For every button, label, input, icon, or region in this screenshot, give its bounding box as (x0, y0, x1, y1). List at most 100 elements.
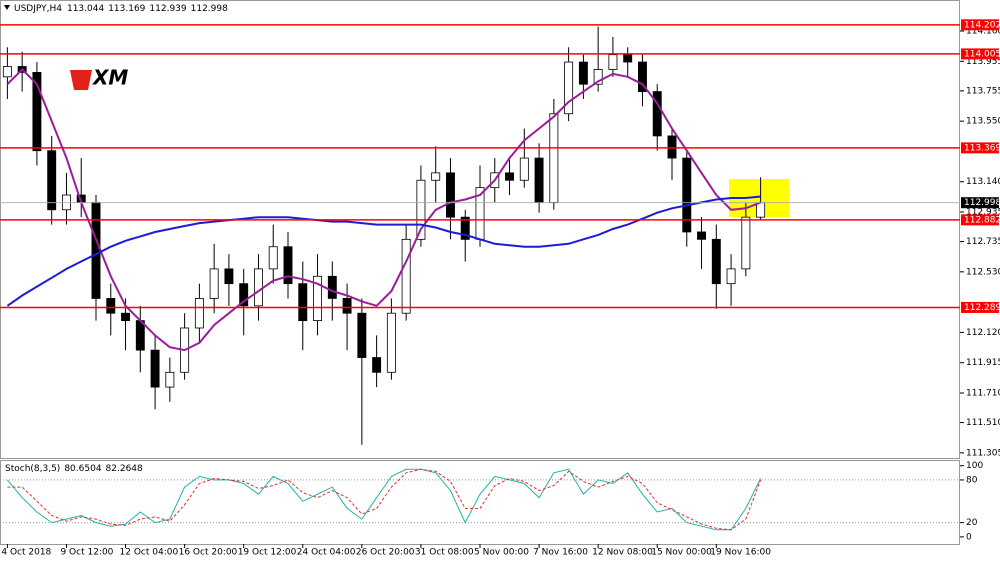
candle-body (2, 66, 12, 78)
ohlc: 112.939 (149, 4, 186, 14)
candle-body (549, 113, 559, 203)
x-tick-label: 24 Oct 04:00 (297, 548, 356, 558)
y-tick-label: 111.510 (966, 418, 1000, 428)
candle-body (741, 216, 751, 270)
y-tick-label: 80 (966, 475, 978, 485)
level-box (961, 142, 999, 154)
candle-body (578, 61, 588, 85)
candle-body (697, 231, 707, 240)
candle-body (711, 238, 721, 285)
candle-body (431, 172, 441, 181)
candle-body (268, 246, 278, 270)
x-tick-label: 15 Nov 00:00 (651, 548, 712, 558)
candle-body (91, 202, 101, 299)
candle-body (519, 157, 529, 181)
level-label: 112.882 (964, 215, 1000, 225)
candle-body (253, 268, 263, 307)
menu-arrow (4, 5, 10, 10)
y-tick-label: 0 (966, 532, 972, 542)
moving-average (6, 195, 761, 307)
x-tick-label: 7 Nov 16:00 (533, 548, 588, 558)
y-tick-label: 114.160 (966, 27, 1000, 37)
candle-body (652, 91, 662, 137)
candle-body (224, 268, 234, 285)
stoch-line (7, 468, 762, 531)
level-label: 112.289 (964, 303, 1000, 313)
candle-body (121, 312, 130, 321)
stoch-value: 82.2648 (106, 464, 143, 474)
candle-body (32, 71, 42, 152)
x-tick-label: 5 Nov 00:00 (474, 548, 529, 558)
y-tick-label: 111.305 (966, 448, 1000, 458)
stoch-line (7, 468, 762, 531)
level-label: 114.005 (964, 49, 1000, 59)
candle-body (342, 298, 352, 314)
candle-body (667, 135, 677, 159)
candle-body (534, 157, 544, 203)
candle-body (357, 312, 367, 358)
candle-body (165, 371, 175, 388)
y-tick-label: 111.915 (966, 358, 1000, 368)
stoch-title: Stoch(8,3,5) (5, 464, 60, 474)
level-box (961, 301, 999, 313)
candle-body (386, 312, 396, 373)
main-header: USDJPY,H4 113.044 113.169 112.939 112.998 (14, 4, 228, 14)
level-box (961, 48, 999, 60)
ohlc: 112.998 (191, 4, 228, 14)
level-label: 114.202 (964, 20, 1000, 30)
stoch-value: 80.6504 (64, 464, 101, 474)
candle-body (608, 54, 618, 70)
y-tick-label: 113.140 (966, 177, 1000, 187)
ohlc: 113.044 (67, 4, 104, 14)
candle-body (239, 283, 249, 307)
candle-body (313, 275, 323, 321)
last-price-label: 112.998 (964, 198, 1000, 208)
y-tick-label: 113.755 (966, 86, 1000, 96)
candle-body (283, 246, 293, 285)
candle-body (327, 275, 337, 299)
x-tick-label: 31 Oct 08:00 (415, 548, 474, 558)
candle-body (623, 54, 633, 63)
y-tick-label: 111.710 (966, 388, 1000, 398)
candle-body (505, 172, 515, 181)
level-box (961, 19, 999, 31)
candle-body (209, 268, 219, 299)
candle-body (638, 61, 647, 93)
x-tick-label: 19 Nov 16:00 (710, 548, 771, 558)
ohlc: 113.169 (108, 4, 145, 14)
candle-body (298, 283, 308, 322)
candle-body (756, 202, 766, 218)
moving-average (6, 67, 761, 352)
candle-body (726, 268, 736, 285)
symbol: USDJPY,H4 (14, 4, 62, 14)
y-tick-label: 112.735 (966, 237, 1000, 247)
x-tick-label: 26 Oct 20:00 (356, 548, 415, 558)
candle-body (106, 298, 116, 314)
level-label: 113.369 (964, 143, 1000, 153)
level-box (961, 214, 999, 226)
candle-body (445, 172, 455, 218)
candle-body (682, 157, 692, 233)
candle-body (416, 179, 426, 240)
stoch-header: Stoch(8,3,5) 80.6504 82.2648 (5, 464, 143, 474)
y-tick-label: 113.550 (966, 117, 1000, 127)
candle-body (47, 150, 57, 211)
y-tick-label: 113.955 (966, 57, 1000, 67)
candle-body (150, 349, 160, 388)
x-tick-label: 12 Oct 04:00 (120, 548, 179, 558)
x-tick-label: 4 Oct 2018 (1, 548, 51, 558)
logo-mark (70, 70, 92, 90)
candle-body (401, 238, 411, 314)
logo-text: XM (91, 66, 128, 90)
y-tick-label: 100 (966, 461, 983, 471)
candle-body (372, 357, 382, 373)
x-tick-label: 9 Oct 12:00 (60, 548, 113, 558)
candle-body (135, 320, 145, 351)
logo: XM (70, 66, 128, 90)
candle-body (460, 216, 470, 240)
candle-body (593, 69, 603, 85)
y-tick-label: 112.120 (966, 328, 1000, 338)
candle-body (564, 61, 574, 115)
x-tick-label: 19 Oct 12:00 (238, 548, 297, 558)
